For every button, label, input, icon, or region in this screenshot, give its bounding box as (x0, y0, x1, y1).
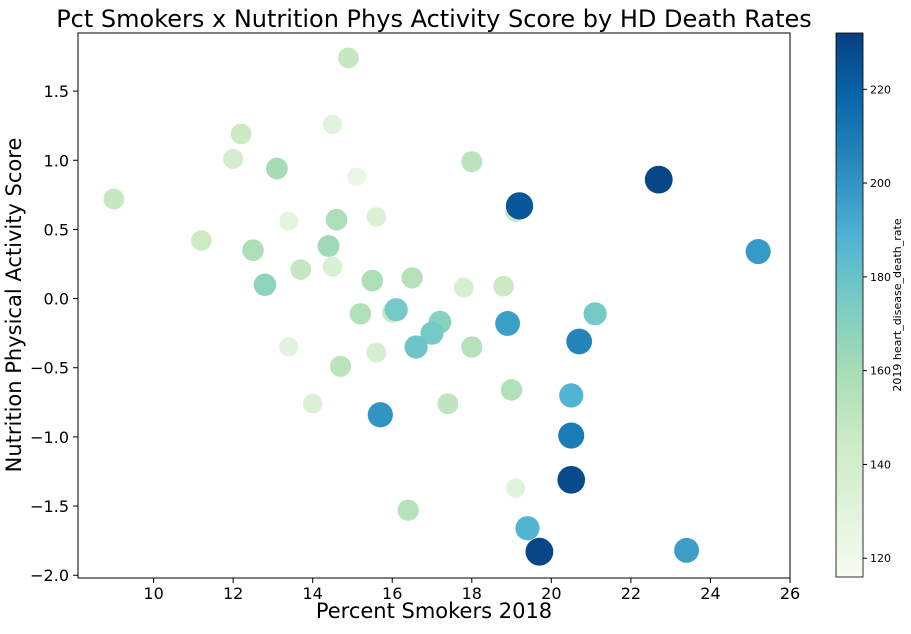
colorbar: 120 140 160 180 200 220 2019 heart_disease_de… (835, 32, 904, 578)
plot-frame (77, 32, 791, 579)
scatter-point (453, 277, 474, 298)
y-tick-label: 1.0 (44, 151, 69, 170)
scatter-point (103, 188, 125, 210)
scatter-point (515, 516, 540, 541)
scatter-point (322, 114, 343, 134)
colorbar-tick-label: 160 (870, 365, 891, 378)
x-tick-label: 22 (621, 584, 641, 603)
scatter-point (401, 267, 423, 289)
scatter-point (461, 151, 483, 173)
x-tick-label: 16 (382, 584, 402, 603)
scatter-point (279, 211, 299, 231)
x-tick-label: 26 (780, 584, 800, 603)
x-tick-label: 24 (700, 584, 720, 603)
scatter-point (329, 355, 352, 377)
scatter-point (191, 230, 212, 251)
scatter-point (505, 192, 534, 220)
x-axis-label: Percent Smokers 2018 (316, 599, 552, 623)
x-tick-label: 18 (462, 584, 482, 603)
x-tick-label: 12 (223, 584, 243, 603)
scatter-point (279, 337, 299, 357)
scatter-point (397, 499, 419, 521)
y-axis-label: Nutrition Physical Activity Score (2, 138, 26, 473)
scatter-point (349, 303, 372, 325)
y-tick-label: −2.0 (30, 566, 69, 585)
scatter-point (461, 336, 483, 358)
x-tick-label: 10 (143, 584, 163, 603)
scatter-point (566, 328, 593, 355)
scatter-point (583, 302, 607, 326)
y-tick-label: −0.5 (30, 359, 69, 378)
scatter-point (558, 422, 585, 449)
scatter-point (361, 269, 384, 292)
scatter-point (420, 321, 444, 345)
scatter-point (525, 537, 554, 566)
chart-title: Pct Smokers x Nutrition Phys Activity Sc… (56, 5, 812, 33)
scatter-point (437, 393, 459, 415)
x-axis: 10 12 14 16 18 20 22 24 26 (143, 578, 800, 603)
scatter-point (325, 208, 348, 231)
scatter-point (493, 275, 514, 297)
scatter-point (242, 239, 264, 261)
colorbar-ticks: 120 140 160 180 200 220 (863, 83, 891, 565)
scatter-point (495, 311, 521, 336)
scatter-point (557, 465, 586, 494)
colorbar-tick-label: 140 (870, 458, 891, 471)
scatter-point (674, 537, 700, 563)
scatter-point (505, 478, 526, 498)
colorbar-tick-label: 120 (870, 552, 891, 565)
x-tick-label: 14 (303, 584, 323, 603)
scatter-point (253, 273, 277, 296)
scatter-point (347, 167, 366, 187)
scatter-point (302, 393, 323, 414)
scatter-point (223, 148, 244, 169)
scatter-point (265, 157, 288, 180)
x-tick-label: 20 (541, 584, 561, 603)
scatter-point (230, 123, 252, 145)
scatter-point (317, 235, 340, 258)
y-tick-label: −1.0 (30, 428, 69, 447)
colorbar-tick-label: 220 (870, 83, 891, 96)
scatter-point (366, 207, 387, 227)
y-axis: −2.0 −1.5 −1.0 −0.5 0.0 0.5 1.0 1.5 (30, 82, 78, 585)
scatter-point (404, 335, 428, 359)
scatter-point (322, 256, 343, 277)
scatter-point (384, 298, 408, 322)
colorbar-gradient (835, 32, 864, 578)
scatter-point (500, 379, 523, 401)
points-layer (103, 47, 771, 566)
colorbar-tick-label: 180 (870, 271, 891, 284)
scatter-point (745, 239, 771, 265)
y-tick-label: 1.5 (44, 82, 69, 101)
y-tick-label: 0.5 (44, 220, 69, 239)
scatter-point (290, 259, 312, 280)
colorbar-label: 2019 heart_disease_death_rate (891, 218, 904, 391)
scatter-point (644, 165, 673, 194)
scatter-point (338, 47, 359, 69)
colorbar-tick-label: 200 (870, 177, 891, 190)
y-tick-label: −1.5 (30, 497, 69, 516)
scatter-point (559, 383, 584, 408)
scatter-point (367, 402, 393, 428)
scatter-point (366, 342, 387, 363)
y-tick-label: 0.0 (44, 290, 69, 309)
